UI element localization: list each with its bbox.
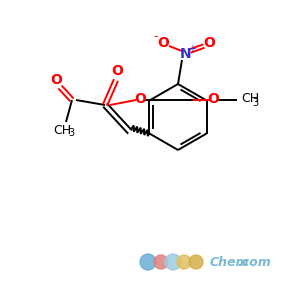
Text: O: O [134,92,146,106]
Text: CH: CH [53,124,71,136]
Text: O: O [157,36,169,50]
Text: O: O [203,36,215,50]
Text: O: O [111,64,123,78]
Circle shape [154,255,168,269]
Circle shape [140,254,156,270]
Circle shape [189,255,203,269]
Text: O: O [50,73,62,87]
Circle shape [165,254,181,270]
Text: 3: 3 [252,98,258,108]
Text: -: - [154,31,158,44]
Circle shape [177,255,191,269]
Text: Chem: Chem [210,256,250,268]
Text: +: + [188,44,196,54]
Text: 3: 3 [68,128,74,138]
Text: CH: CH [241,92,259,106]
Text: O: O [207,92,219,106]
Text: N: N [180,47,192,61]
Text: .com: .com [237,256,271,268]
